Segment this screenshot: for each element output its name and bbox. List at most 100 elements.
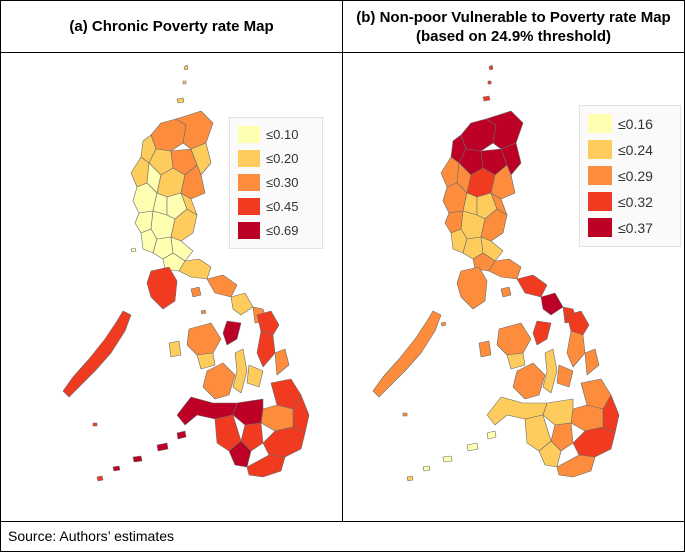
source-row: Source: Authors’ estimates	[1, 521, 684, 552]
map-region	[274, 348, 290, 376]
map-region	[478, 340, 492, 358]
map-region	[422, 465, 431, 472]
map-region	[542, 398, 574, 426]
legend-b: ≤0.16 ≤0.24 ≤0.29 ≤0.32 ≤0.37	[579, 105, 681, 247]
map-region	[256, 330, 276, 368]
legend-swatch	[238, 222, 260, 239]
chronic-poverty-map: ≤0.10 ≤0.20 ≤0.30 ≤0.45 ≤0.69	[1, 53, 342, 521]
legend-swatch	[588, 218, 612, 237]
map-region	[130, 247, 137, 253]
legend-label: ≤0.24	[618, 141, 653, 158]
map-region	[542, 348, 558, 394]
map-region	[260, 404, 294, 432]
map-region	[96, 475, 104, 482]
map-region	[440, 156, 460, 188]
legend-item: ≤0.16	[588, 112, 672, 135]
map-region	[524, 414, 552, 452]
legend-label: ≤0.10	[266, 127, 299, 142]
legend-label: ≤0.29	[618, 167, 653, 184]
legend-swatch	[588, 192, 612, 211]
map-region	[456, 266, 488, 310]
legend-label: ≤0.69	[266, 223, 299, 238]
map-region	[556, 364, 574, 388]
map-region	[146, 266, 178, 310]
map-region	[156, 442, 169, 452]
legend-swatch	[238, 126, 260, 143]
map-region	[500, 142, 522, 176]
map-region	[482, 95, 491, 102]
map-region	[512, 362, 546, 400]
legend-item: ≤0.20	[238, 148, 314, 169]
map-region	[572, 426, 616, 458]
legend-item: ≤0.24	[588, 138, 672, 161]
map-region	[570, 404, 604, 432]
map-region	[442, 455, 453, 463]
map-region	[176, 430, 187, 440]
map-region	[222, 320, 242, 346]
legend-label: ≤0.20	[266, 151, 299, 166]
map-region	[486, 430, 497, 440]
map-region	[190, 286, 202, 298]
legend-a: ≤0.10 ≤0.20 ≤0.30 ≤0.45 ≤0.69	[229, 117, 323, 249]
map-region	[372, 310, 442, 398]
legend-label: ≤0.16	[618, 115, 653, 132]
legend-label: ≤0.30	[266, 175, 299, 190]
legend-swatch	[588, 140, 612, 159]
map-region	[246, 364, 264, 388]
map-region	[500, 286, 512, 298]
map-region	[566, 310, 590, 336]
legend-item: ≤0.29	[588, 164, 672, 187]
map-region	[132, 455, 143, 463]
map-region	[168, 340, 182, 358]
map-region	[232, 348, 248, 394]
map-region	[200, 309, 207, 315]
source-note: Source: Authors’ estimates	[8, 528, 175, 544]
legend-label: ≤0.37	[618, 219, 653, 236]
map-region	[516, 274, 548, 298]
map-region	[206, 274, 238, 298]
map-region	[92, 422, 98, 427]
legend-label: ≤0.45	[266, 199, 299, 214]
column-divider	[342, 1, 343, 521]
map-region	[466, 442, 479, 452]
map-region	[230, 292, 254, 316]
legend-swatch	[588, 114, 612, 133]
map-region	[506, 352, 526, 370]
map-region	[262, 426, 306, 458]
map-region	[402, 412, 408, 417]
map-region	[214, 414, 242, 452]
vulnerability-map-svg	[372, 64, 620, 482]
legend-swatch	[238, 174, 260, 191]
map-region	[240, 422, 264, 452]
legend-item: ≤0.10	[238, 124, 314, 145]
chronic-poverty-map-svg	[62, 64, 310, 482]
map-region	[176, 97, 185, 104]
map-region	[550, 422, 574, 452]
map-region	[584, 348, 600, 376]
map-region	[246, 454, 286, 478]
legend-item: ≤0.32	[588, 190, 672, 213]
legend-item: ≤0.45	[238, 196, 314, 217]
map-region	[540, 292, 564, 316]
map-region	[196, 352, 216, 370]
map-region	[150, 118, 187, 152]
map-region	[183, 64, 189, 71]
vulnerability-map: ≤0.16 ≤0.24 ≤0.29 ≤0.32 ≤0.37	[343, 53, 684, 521]
legend-swatch	[588, 166, 612, 185]
map-region	[256, 310, 280, 336]
map-region	[190, 142, 212, 176]
map-region	[496, 322, 532, 356]
map-region	[460, 118, 497, 152]
map-region	[182, 80, 187, 85]
legend-item: ≤0.69	[238, 220, 314, 241]
legend-label: ≤0.32	[618, 193, 653, 210]
legend-item: ≤0.30	[238, 172, 314, 193]
legend-swatch	[238, 198, 260, 215]
map-region	[532, 320, 552, 346]
map-region	[556, 454, 596, 478]
panel-b-title: (b) Non-poor Vulnerable to Poverty rate …	[356, 8, 671, 45]
map-region	[62, 310, 132, 398]
map-region	[566, 330, 586, 368]
map-region	[488, 64, 494, 71]
